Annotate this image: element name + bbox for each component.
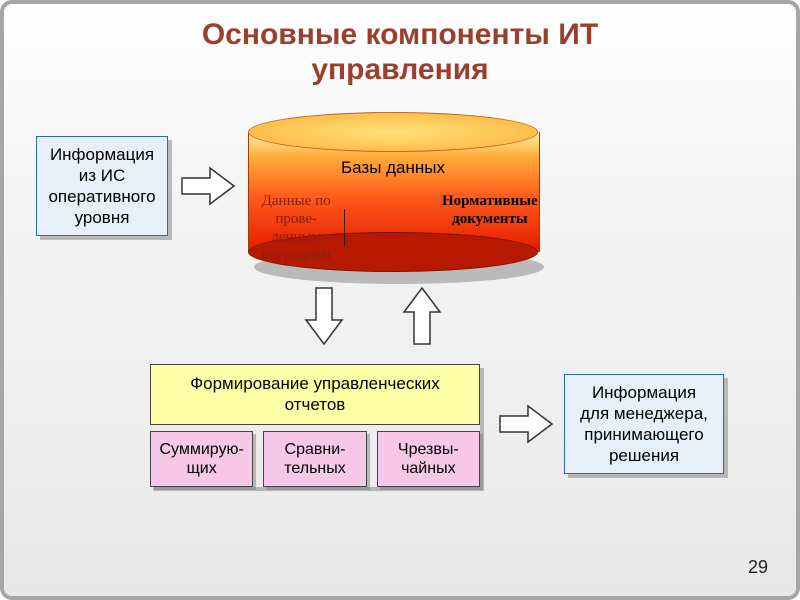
right-box-l3: принимающего (584, 425, 703, 444)
left-box-l3: оперативного (48, 187, 155, 206)
reports-cell-1: Суммирую- щих (150, 431, 253, 487)
right-box-l4: решения (609, 446, 679, 465)
slide-title: Основные компоненты ИТ управления (4, 18, 796, 87)
db-top (248, 112, 538, 152)
c3-l2: чайных (401, 460, 456, 477)
left-box-l2: из ИС (79, 166, 126, 185)
reports-row: Суммирую- щих Сравни- тельных Чрезвы- ча… (150, 431, 480, 487)
arrow-up (402, 286, 442, 346)
page-number: 29 (748, 557, 768, 578)
arrow-right-to-db (180, 166, 236, 206)
db-left-col: Данные по прове- денным операциям (248, 192, 344, 264)
db-right-col: Нормативные документы (442, 192, 538, 264)
db-left-l2: денным операциям (262, 229, 331, 263)
right-info-box: Информация для менеджера, принимающего р… (564, 374, 724, 474)
reports-head-l1: Формирование управленческих (190, 374, 440, 393)
database-cylinder: Базы данных Данные по прове- денным опер… (248, 112, 538, 272)
c1-l1: Суммирую- (159, 441, 243, 458)
db-columns: Данные по прове- денным операциям Нормат… (248, 192, 538, 264)
c2-l2: тельных (284, 460, 346, 477)
left-info-box: Информация из ИС оперативного уровня (36, 136, 168, 236)
db-right-l1: Нормативные (442, 193, 538, 209)
left-box-l1: Информация (50, 145, 154, 164)
db-right-l2: документы (452, 211, 527, 227)
slide-frame: Основные компоненты ИТ управления Информ… (0, 0, 800, 600)
arrow-down (304, 286, 344, 346)
db-label: Базы данных (248, 158, 538, 178)
reports-cell-3: Чрезвы- чайных (377, 431, 480, 487)
title-line1: Основные компоненты ИТ (202, 18, 598, 51)
left-box-l4: уровня (75, 208, 130, 227)
db-separator (344, 209, 441, 247)
arrow-right-to-manager (498, 404, 554, 444)
reports-cell-2: Сравни- тельных (263, 431, 366, 487)
reports-block: Формирование управленческих отчетов Сумм… (150, 364, 480, 487)
reports-header: Формирование управленческих отчетов (150, 364, 480, 425)
title-line2: управления (311, 53, 488, 86)
c2-l1: Сравни- (285, 441, 346, 458)
right-box-l1: Информация (592, 383, 696, 402)
c3-l1: Чрезвы- (398, 441, 459, 458)
right-box-l2: для менеджера, (580, 404, 708, 423)
reports-head-l2: отчетов (285, 395, 346, 414)
c1-l2: щих (187, 460, 217, 477)
db-left-l1: Данные по прове- (262, 193, 331, 227)
